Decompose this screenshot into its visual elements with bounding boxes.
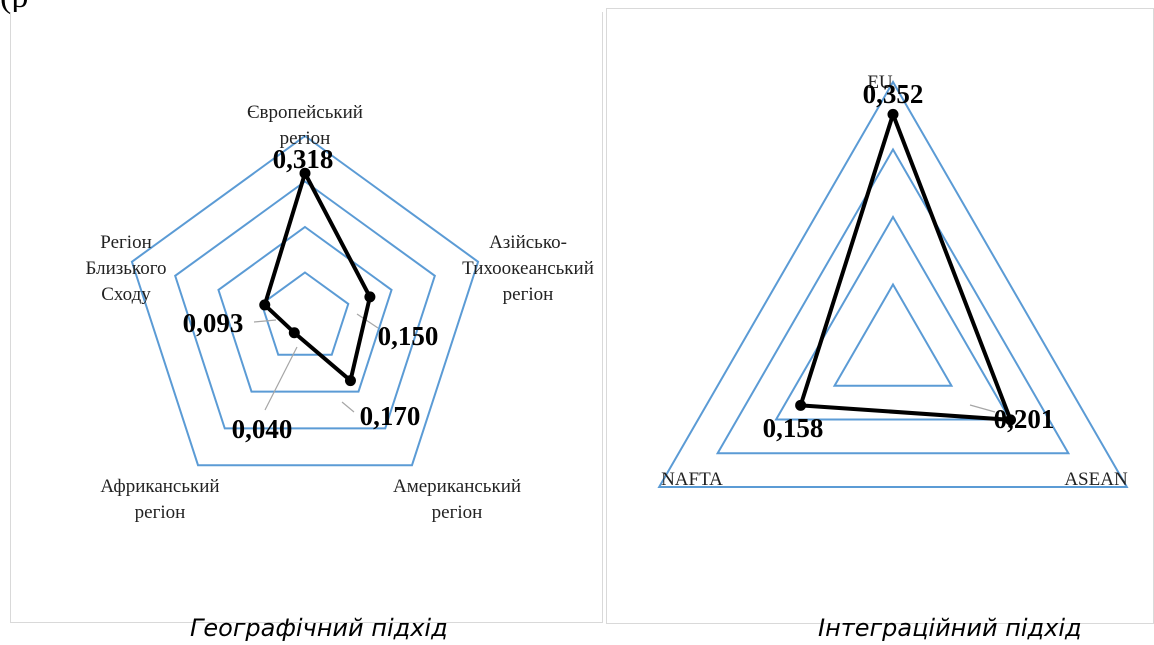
leader-line-1 xyxy=(969,404,996,413)
value-label-1: 0,201 xyxy=(994,404,1055,434)
grid-ring-4 xyxy=(657,80,1129,488)
grid-ring-4 xyxy=(130,134,480,467)
geographic-radar-chart: Європейський регіон Азійсько-Тихоокеанськи… xyxy=(85,102,593,523)
value-label-0: 0,318 xyxy=(273,144,334,174)
data-point-1 xyxy=(1004,414,1016,426)
data-point-3 xyxy=(288,327,300,339)
category-label-2: NAFTA xyxy=(661,469,723,490)
value-label-2: 0,158 xyxy=(763,413,824,443)
grid-ring-1 xyxy=(260,271,350,356)
geographic-chart-panel xyxy=(10,12,603,623)
category-label-4: Регіон Близького Сходу xyxy=(85,232,166,305)
value-label-0: 0,352 xyxy=(863,79,924,109)
value-label-3: 0,040 xyxy=(232,414,293,444)
grid-ring-3 xyxy=(174,180,436,430)
leader-line-3 xyxy=(264,346,298,411)
value-label-4: 0,093 xyxy=(183,308,244,338)
integration-radar-chart: EU ASEAN NAFTA 0,352 0,201 0,158 xyxy=(657,72,1129,490)
leader-line-4 xyxy=(253,319,277,323)
grid-ring-2 xyxy=(217,225,393,393)
series-polygon xyxy=(798,112,1013,422)
category-label-1: ASEAN xyxy=(1064,469,1128,490)
value-label-2: 0,170 xyxy=(360,401,421,431)
top-text-fragment: (р xyxy=(0,0,28,16)
category-label-0: EU xyxy=(867,72,893,93)
data-point-2 xyxy=(795,399,807,411)
data-point-1 xyxy=(364,291,376,303)
data-point-0 xyxy=(887,108,899,120)
data-point-0 xyxy=(299,167,311,179)
geographic-approach-caption: Географічний підхід xyxy=(190,614,448,642)
data-point-2 xyxy=(344,375,356,387)
category-label-2: Американський регіон xyxy=(393,476,521,523)
category-label-3: Африканський регіон xyxy=(100,476,219,523)
series-polygon xyxy=(262,171,372,383)
integration-approach-caption: Інтеграційний підхід xyxy=(818,614,1082,642)
grid-ring-1 xyxy=(832,282,954,387)
leader-line-1 xyxy=(356,313,379,329)
category-label-0: Європейський регіон xyxy=(247,102,363,149)
grid-ring-3 xyxy=(715,147,1071,455)
grid-ring-2 xyxy=(774,215,1012,421)
integration-chart-panel xyxy=(606,8,1154,624)
value-label-1: 0,150 xyxy=(378,321,439,351)
leader-line-2 xyxy=(341,401,355,413)
category-label-1: Азійсько-Тихоокеанський регіон xyxy=(462,232,594,305)
data-point-4 xyxy=(259,299,271,311)
